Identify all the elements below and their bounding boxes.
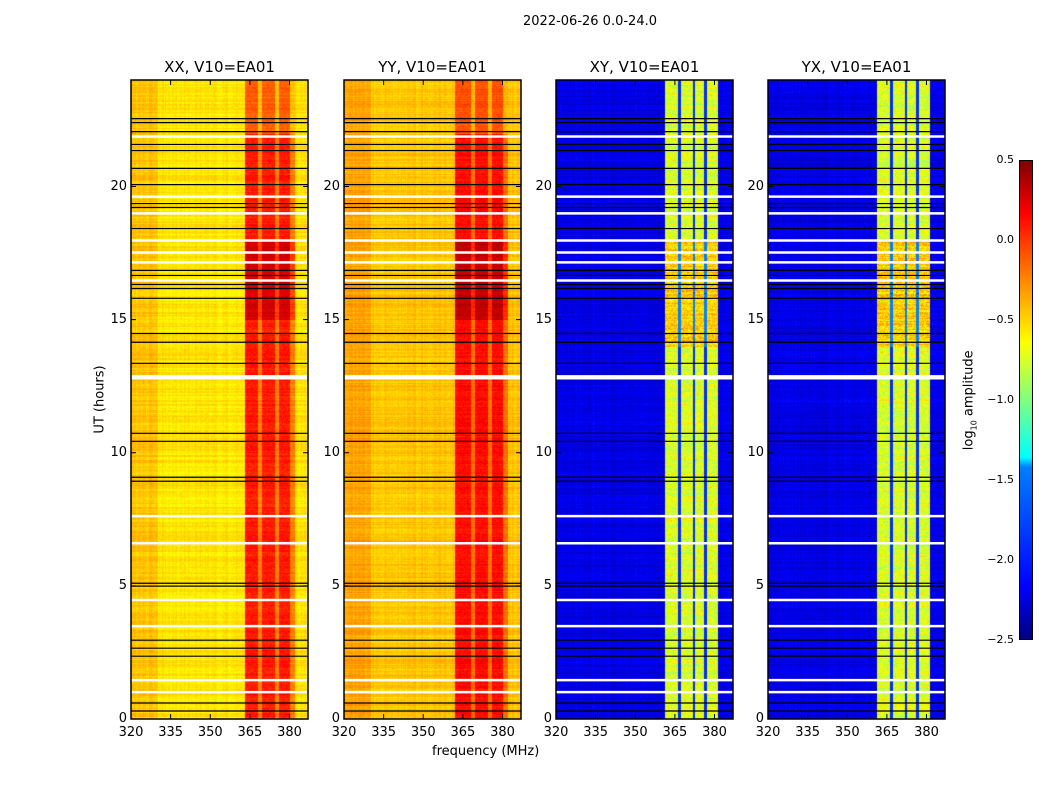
colorbar-label-sub: 10 — [969, 420, 979, 431]
y-tick-label: 5 — [118, 577, 127, 593]
x-tick-label: 335 — [371, 725, 397, 740]
axes-frame — [767, 79, 946, 720]
y-tick-label: 20 — [535, 178, 552, 194]
y-tick-label: 5 — [543, 577, 552, 593]
colorbar-tick-label: −1.5 — [987, 473, 1014, 486]
y-tick-label: 10 — [110, 444, 127, 460]
colorbar-label-main: log — [961, 430, 977, 451]
heatmap-image — [768, 80, 945, 719]
y-tick-label: 0 — [118, 711, 127, 726]
figure-title: 2022-06-26 0.0-24.0 — [523, 14, 657, 29]
panel-title: YY, V10=EA01 — [378, 58, 487, 76]
x-tick-label: 350 — [410, 725, 436, 740]
x-axis-label: frequency (MHz) — [432, 744, 540, 759]
x-tick-label: 350 — [834, 725, 860, 740]
heatmap-image — [344, 80, 521, 719]
y-tick-label: 10 — [747, 444, 764, 460]
y-tick-label: 5 — [331, 577, 340, 593]
y-tick-label: 15 — [535, 311, 552, 327]
x-tick-label: 350 — [622, 725, 648, 740]
x-tick-label: 365 — [450, 725, 476, 740]
colorbar-tick-label: 0.0 — [996, 233, 1015, 246]
y-tick-label: 20 — [110, 178, 127, 194]
colorbar — [1019, 160, 1033, 640]
x-tick-label: 380 — [490, 725, 515, 740]
colorbar-tick-label: −0.5 — [987, 313, 1014, 326]
x-tick-label: 320 — [755, 725, 781, 740]
x-tick-label: 380 — [277, 725, 302, 740]
x-tick-label: 335 — [158, 725, 184, 740]
panel-title: XX, V10=EA01 — [164, 58, 275, 76]
y-tick-label: 0 — [543, 711, 552, 726]
colorbar-tick-label: −2.5 — [987, 633, 1014, 646]
panel-xy: XY, V10=EA01 320 335 350 365 380 0 5 10 15 20 — [535, 58, 734, 740]
panel-title: XY, V10=EA01 — [589, 58, 700, 76]
y-tick-label: 20 — [323, 178, 340, 194]
y-tick-label: 5 — [755, 577, 764, 593]
axes-frame — [343, 79, 522, 720]
colorbar-tick-label: −2.0 — [987, 553, 1014, 566]
colorbar-tick-label: 0.5 — [996, 153, 1015, 166]
x-tick-label: 320 — [331, 725, 357, 740]
axes-frame — [130, 79, 309, 720]
panel-yx: YX, V10=EA01 320 335 350 365 380 0 5 10 15 20 — [747, 58, 946, 740]
colorbar-tick-label: −1.0 — [987, 393, 1014, 406]
x-tick-label: 365 — [237, 725, 263, 740]
flag-overlay — [555, 79, 734, 720]
x-tick-label: 365 — [874, 725, 900, 740]
x-tick-label: 320 — [118, 725, 144, 740]
heatmap-image — [131, 80, 308, 719]
x-tick-label: 350 — [197, 725, 223, 740]
panel-xx: XX, V10=EA01 320 335 350 365 380 0 5 10 15 20 — [110, 58, 309, 740]
y-axis-label: UT (hours) — [92, 365, 108, 434]
x-tick-label: 335 — [795, 725, 821, 740]
colorbar-label-rest: amplitude — [961, 350, 977, 421]
flag-overlay — [343, 79, 522, 720]
y-tick-label: 0 — [331, 711, 340, 726]
colorbar-label: log10 amplitude — [962, 340, 979, 460]
panel-title: YX, V10=EA01 — [801, 58, 912, 76]
flag-overlay — [130, 79, 309, 720]
axes-frame — [555, 79, 734, 720]
y-tick-label: 20 — [747, 178, 764, 194]
heatmap-image — [556, 80, 733, 719]
x-tick-label: 380 — [702, 725, 727, 740]
y-tick-label: 15 — [110, 311, 127, 327]
flag-overlay — [767, 79, 946, 720]
y-tick-label: 0 — [755, 711, 764, 726]
x-tick-label: 380 — [914, 725, 939, 740]
y-tick-label: 15 — [323, 311, 340, 327]
x-tick-label: 365 — [662, 725, 688, 740]
x-tick-label: 335 — [583, 725, 609, 740]
y-tick-label: 10 — [323, 444, 340, 460]
y-tick-label: 10 — [535, 444, 552, 460]
panel-yy: YY, V10=EA01 320 335 350 365 380 0 5 10 15 20 — [323, 58, 522, 740]
y-tick-label: 15 — [747, 311, 764, 327]
x-tick-label: 320 — [543, 725, 569, 740]
